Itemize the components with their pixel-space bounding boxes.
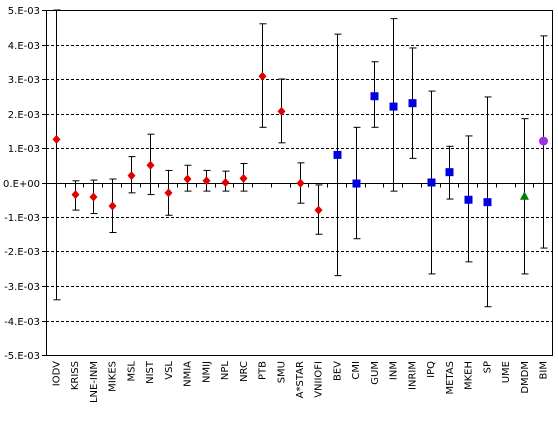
y-tick-label: 4.E-03 bbox=[8, 41, 40, 52]
data-point-a-star bbox=[296, 178, 305, 188]
data-point-iodv bbox=[52, 134, 61, 144]
data-point-kriss bbox=[71, 190, 80, 200]
data-point-mkeh bbox=[464, 195, 473, 204]
y-tick-label: -2.E-03 bbox=[4, 247, 40, 258]
x-tick-label: DMDM bbox=[520, 361, 531, 394]
x-tick-label: SP bbox=[482, 361, 493, 373]
x-tick-label: NIST bbox=[145, 360, 156, 384]
data-point-mikes bbox=[108, 201, 117, 211]
x-tick-label: BIM bbox=[539, 361, 550, 379]
data-point-msl bbox=[127, 171, 136, 181]
y-tick-label: -5.E-03 bbox=[4, 351, 40, 362]
y-tick-label: -3.E-03 bbox=[4, 282, 40, 293]
data-point-ptb bbox=[258, 71, 267, 81]
data-point-ipq bbox=[427, 178, 436, 187]
data-point-bev bbox=[333, 150, 342, 159]
data-point-inm bbox=[389, 102, 398, 111]
x-tick-label: NRC bbox=[239, 361, 250, 382]
data-point-nmij bbox=[202, 176, 211, 186]
y-tick-label: 1.E-03 bbox=[8, 144, 40, 155]
x-tick-label: NMIJ bbox=[201, 361, 212, 383]
data-point-cmi bbox=[352, 179, 361, 188]
label-layer: 5.E-03 4.E-03 3.E-03 2.E-03 1.E-03 0.E+00 -1.E… bbox=[3, 6, 550, 403]
data-point-nist bbox=[146, 160, 155, 170]
x-tick-label: VSL bbox=[164, 361, 175, 380]
y-tick-label: 3.E-03 bbox=[8, 75, 40, 86]
y-tick-label: 0.E+00 bbox=[3, 179, 40, 190]
x-tick-label: MSL bbox=[126, 361, 137, 382]
data-point-dmdm bbox=[520, 191, 529, 200]
data-point-metas bbox=[445, 168, 454, 177]
x-tick-label: INRIM bbox=[407, 361, 418, 390]
data-point-smu bbox=[277, 106, 286, 116]
x-tick-label: MKEH bbox=[464, 361, 475, 390]
x-tick-label: BEV bbox=[332, 361, 343, 381]
grid-layer bbox=[46, 10, 552, 322]
y-tick-label: -4.E-03 bbox=[4, 317, 40, 328]
x-tick-label: INM bbox=[389, 361, 400, 380]
data-point-inrim bbox=[408, 99, 417, 108]
data-point-nmia bbox=[183, 174, 192, 184]
x-tick-label: CMI bbox=[351, 361, 362, 380]
x-tick-label: KRISS bbox=[70, 361, 81, 390]
x-tick-label: MIKES bbox=[108, 361, 119, 392]
x-tick-label: IODV bbox=[51, 361, 62, 386]
data-point-nrc bbox=[239, 173, 248, 183]
data-point-npl bbox=[221, 178, 230, 187]
x-tick-label: METAS bbox=[445, 361, 456, 394]
y-tick-label: 5.E-03 bbox=[8, 6, 40, 17]
x-tick-label: GUM bbox=[370, 361, 381, 385]
plot-border bbox=[46, 10, 553, 356]
x-tick-label: NMIA bbox=[183, 361, 194, 387]
data-point-bim bbox=[539, 136, 548, 146]
data-point-vsl bbox=[164, 188, 173, 198]
x-tick-label: VNIIOFI bbox=[314, 361, 325, 398]
data-point-sp bbox=[483, 198, 492, 207]
y-tick-label: -1.E-03 bbox=[4, 213, 40, 224]
x-tick-label: A*STAR bbox=[295, 361, 306, 398]
data-point-vniiofi bbox=[314, 205, 323, 215]
x-tick-label: NPL bbox=[220, 361, 231, 381]
x-tick-label: PTB bbox=[258, 361, 269, 380]
error-bar-layer bbox=[53, 9, 548, 308]
x-tick-label: SMU bbox=[276, 361, 287, 383]
data-point-gum bbox=[370, 92, 379, 101]
x-tick-label: LNE-INM bbox=[89, 361, 100, 403]
data-point-lne-inm bbox=[89, 192, 98, 202]
x-tick-label: IPQ bbox=[426, 361, 437, 378]
x-tick-label: UME bbox=[501, 361, 512, 383]
y-tick-label: 2.E-03 bbox=[8, 110, 40, 121]
marker-layer bbox=[52, 71, 548, 215]
